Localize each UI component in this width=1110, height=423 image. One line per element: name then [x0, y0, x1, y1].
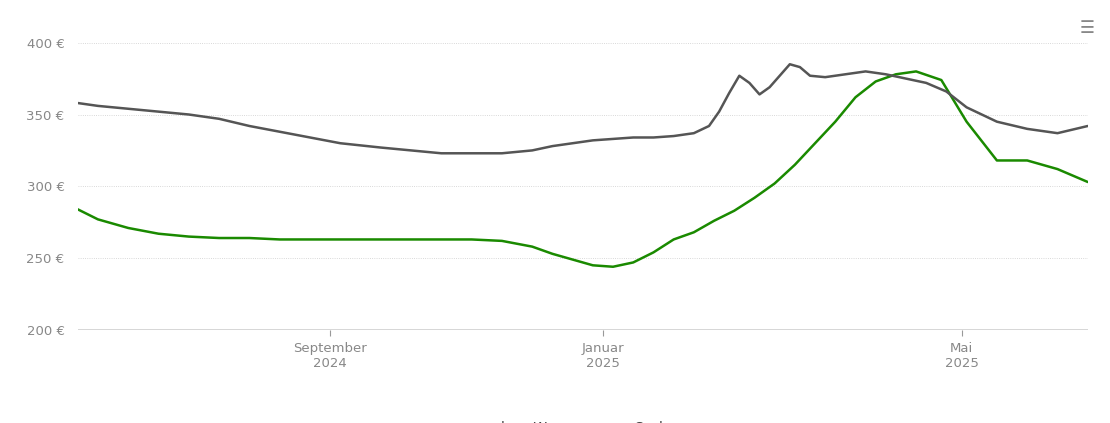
Legend: lose Ware, Sackware: lose Ware, Sackware: [458, 415, 707, 423]
Text: ☰: ☰: [1080, 19, 1094, 37]
